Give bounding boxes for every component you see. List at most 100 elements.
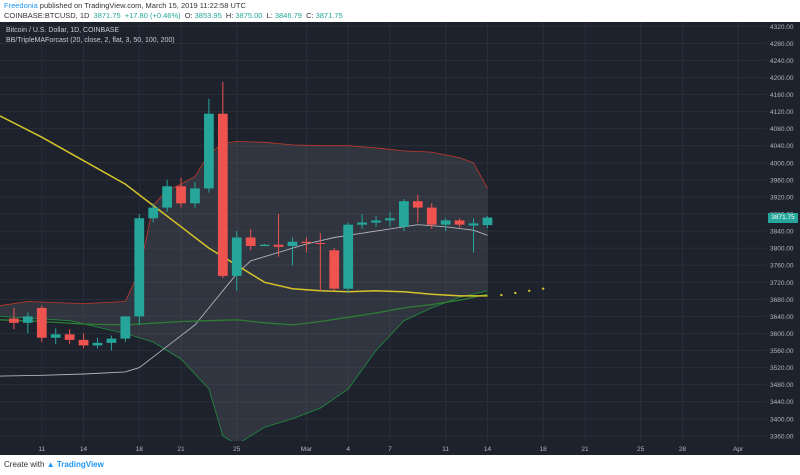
- price-change: +17.80 (+0.46%): [124, 11, 181, 20]
- candle-body: [245, 237, 256, 247]
- published-text: published on TradingView.com, March 15, …: [39, 1, 246, 10]
- ma-forecast-dot: [528, 289, 531, 293]
- price-tick-label: 4160.00: [770, 92, 794, 99]
- axis-corner: [766, 441, 800, 455]
- price-tick-label: 3640.00: [770, 314, 794, 321]
- footer-brand[interactable]: TradingView: [56, 460, 104, 469]
- time-tick-label: 18: [136, 446, 144, 453]
- candle-body: [36, 307, 47, 338]
- price-tick-label: 3400.00: [770, 416, 794, 423]
- candle-body: [426, 207, 437, 225]
- ohlc-line: COINBASE:BTCUSD, 1D 3871.75 +17.80 (+0.4…: [4, 11, 345, 20]
- candle-body: [22, 316, 33, 323]
- candle-body: [301, 241, 312, 244]
- candle-body: [343, 224, 354, 289]
- candle-body: [440, 220, 451, 225]
- last-price-badge: 3871.75: [768, 212, 798, 223]
- candle-body: [176, 186, 186, 204]
- close-label: C:: [306, 11, 314, 20]
- candle-body: [50, 334, 61, 338]
- price-tick-label: 3720.00: [770, 280, 794, 287]
- author-link[interactable]: Freedonia: [4, 1, 38, 10]
- candle-body: [412, 201, 423, 208]
- symbol-label: COINBASE:BTCUSD, 1D: [4, 11, 90, 20]
- price-tick-label: 4320.00: [770, 24, 794, 31]
- high-value: 3875.00: [235, 11, 263, 20]
- candle-body: [148, 207, 159, 219]
- price-axis-labels: 3360.00 3400.00 3440.00 3480.00 3520.00 3560.…: [770, 24, 794, 441]
- footer-credit: Create with ▲ TradingView: [4, 460, 104, 469]
- tradingview-logo-icon: ▲: [46, 460, 55, 469]
- candle-body: [217, 113, 228, 276]
- candle-body: [64, 334, 75, 340]
- candle-body: [259, 244, 270, 247]
- ma-forecast-dot: [541, 287, 545, 290]
- candle-body: [371, 220, 381, 223]
- price-tick-label: 4080.00: [770, 126, 794, 133]
- footer-created-with: Create with: [4, 460, 45, 469]
- price-tick-label: 4120.00: [770, 109, 794, 116]
- price-tick-label: 4040.00: [770, 143, 794, 150]
- candle-body: [329, 250, 340, 289]
- open-value: 3853.95: [194, 11, 222, 20]
- time-tick-label: 25: [637, 446, 645, 453]
- price-tick-label: 3920.00: [770, 194, 794, 201]
- candle-body: [287, 241, 298, 247]
- time-tick-label: 28: [679, 446, 687, 453]
- time-tick-label: 25: [233, 446, 241, 453]
- bollinger-basis-line: [0, 224, 488, 377]
- candle-body: [134, 218, 145, 317]
- ma-forecast-dot: [500, 293, 503, 297]
- price-tick-label: 3520.00: [770, 365, 794, 372]
- candle-body: [399, 201, 409, 227]
- low-value: 3846.79: [274, 11, 302, 20]
- time-tick-label: 14: [80, 446, 88, 453]
- bollinger-lower-line: [0, 290, 488, 441]
- time-tick-label: 14: [484, 446, 492, 453]
- price-tick-label: 3480.00: [770, 382, 794, 389]
- high-label: H:: [225, 11, 234, 20]
- time-tick-label: Apr: [733, 446, 744, 453]
- candle-body: [106, 338, 117, 343]
- last-price: 3871.75: [93, 11, 121, 20]
- candle-body: [92, 342, 103, 346]
- chart-pane[interactable]: Bitcoin / U.S. Dollar, 1D, COINBASE BB/T…: [0, 22, 766, 441]
- candle-body: [315, 243, 326, 245]
- bollinger-band-fill: [0, 141, 488, 441]
- candle-body: [385, 218, 395, 221]
- candle-body: [190, 188, 200, 204]
- price-axis[interactable]: 3360.00 3400.00 3440.00 3480.00 3520.00 3560.…: [766, 22, 800, 441]
- price-tick-label: 4280.00: [770, 41, 794, 48]
- candle-body: [162, 186, 173, 208]
- ma-forecast-dot: [514, 291, 517, 295]
- ma-mid-line: [0, 293, 488, 326]
- price-tick-label: 3560.00: [770, 348, 794, 355]
- candle-body: [482, 217, 493, 226]
- bollinger-upper-line: [0, 141, 488, 307]
- time-tick-label: 21: [177, 446, 185, 453]
- price-chart[interactable]: [0, 22, 766, 441]
- publish-line: Freedonia published on TradingView.com, M…: [4, 1, 248, 10]
- candle-body: [468, 223, 479, 226]
- time-tick-label: 7: [388, 446, 392, 453]
- candle-body: [78, 339, 89, 346]
- candle-body: [357, 222, 367, 225]
- time-tick-label: 21: [581, 446, 589, 453]
- chart-header: Freedonia published on TradingView.com, M…: [0, 0, 800, 22]
- ma-slow-line: [0, 115, 488, 297]
- time-tick-label: 11: [38, 446, 45, 453]
- time-axis[interactable]: 11 14 18 21 25 Mar 4 7 11 14 18 21 25 28 Apr: [0, 441, 766, 455]
- candle-body: [204, 113, 214, 189]
- open-label: O:: [184, 11, 193, 20]
- time-tick-label: 4: [346, 446, 350, 453]
- price-tick-label: 4240.00: [770, 58, 794, 65]
- legend-indicator[interactable]: BB/TripleMAForcast (20, close, 2, flat, …: [6, 37, 175, 44]
- price-tick-label: 4000.00: [770, 160, 794, 167]
- time-axis-labels: 11 14 18 21 25 Mar 4 7 11 14 18 21 25 28 Apr: [38, 446, 744, 453]
- price-tick-label: 4200.00: [770, 75, 794, 82]
- candle-body: [231, 237, 242, 276]
- price-tick-label: 3760.00: [770, 263, 794, 270]
- low-label: L:: [266, 11, 273, 20]
- legend-title: Bitcoin / U.S. Dollar, 1D, COINBASE: [6, 27, 120, 34]
- price-tick-label: 3960.00: [770, 177, 794, 184]
